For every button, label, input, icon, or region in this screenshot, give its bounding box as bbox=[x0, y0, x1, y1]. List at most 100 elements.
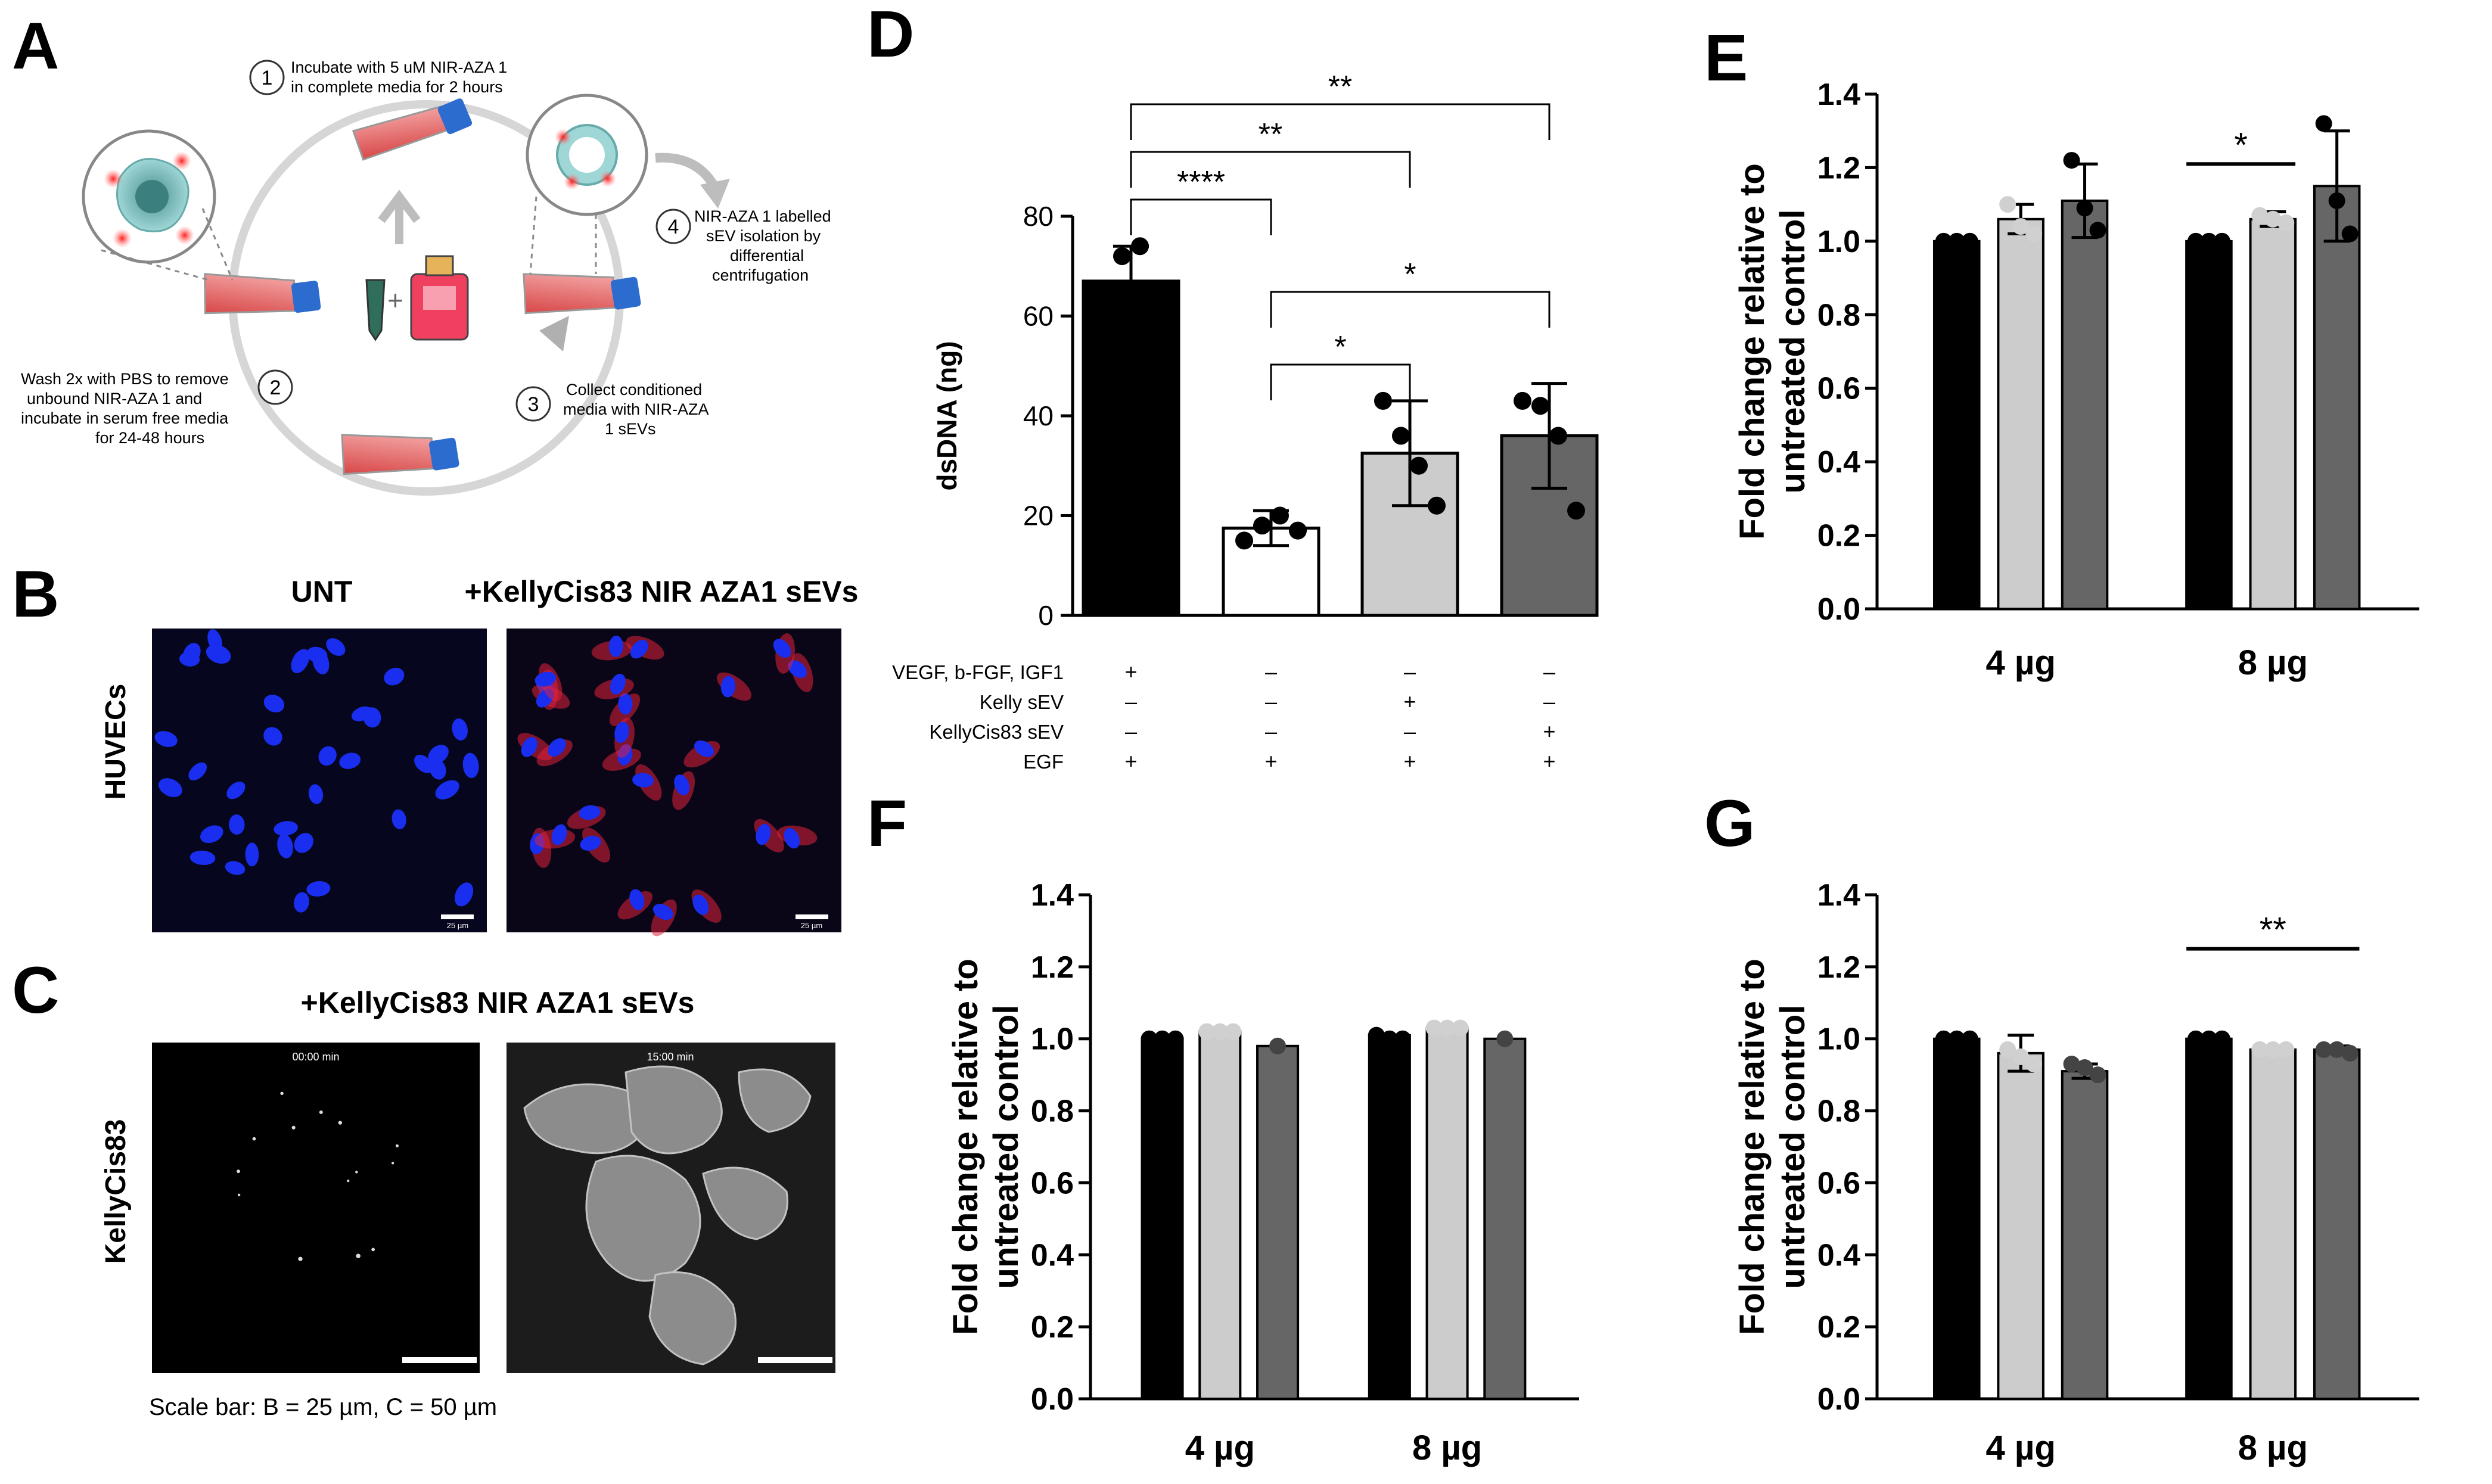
nucleus bbox=[788, 660, 807, 679]
data-point bbox=[2200, 232, 2217, 250]
nucleus bbox=[274, 821, 298, 836]
condition-sign: + bbox=[1124, 659, 1137, 684]
nucleus bbox=[462, 752, 479, 779]
speck bbox=[338, 1121, 342, 1125]
speck bbox=[356, 1253, 361, 1258]
nucleus bbox=[225, 861, 246, 875]
live-image-t0 bbox=[152, 1043, 480, 1373]
condition-label: Kelly sEV bbox=[980, 691, 1064, 713]
nucleus bbox=[429, 759, 446, 780]
scale-bar-b2 bbox=[796, 914, 828, 919]
data-point bbox=[2213, 232, 2230, 250]
significance-bracket bbox=[1130, 151, 1411, 188]
nucleus bbox=[179, 652, 200, 667]
data-point bbox=[1167, 1030, 1184, 1047]
nucleus bbox=[610, 673, 626, 695]
data-point bbox=[1392, 427, 1410, 445]
cycle-arrow-head bbox=[539, 316, 569, 351]
scale-bar-b1 bbox=[441, 914, 474, 919]
nucleus bbox=[694, 740, 714, 757]
nucleus bbox=[720, 676, 736, 698]
bar bbox=[1933, 239, 1981, 611]
step-1-line-1: Incubate with 5 uM NIR-AZA 1 bbox=[291, 58, 507, 76]
data-point bbox=[2187, 1030, 2204, 1047]
nucleus bbox=[632, 773, 654, 788]
nucleus bbox=[226, 781, 246, 799]
bar bbox=[2185, 239, 2233, 611]
step-2-line-4: for 24-48 hours bbox=[95, 429, 204, 447]
nucleus bbox=[189, 850, 216, 866]
significance-label: * bbox=[1334, 330, 1346, 365]
step-4-line-3: differential bbox=[730, 247, 804, 265]
y-axis-title: Fold change relative tountreated control bbox=[946, 959, 1026, 1335]
data-point bbox=[2076, 1059, 2093, 1077]
isolation-arrow-icon bbox=[655, 153, 720, 191]
y-axis-title-line: Fold change relative to bbox=[946, 959, 985, 1335]
scale-bar-c1 bbox=[402, 1357, 477, 1363]
nucleus bbox=[608, 635, 623, 657]
x-category-label: 8 µg bbox=[2238, 643, 2308, 682]
condition-sign: – bbox=[1404, 659, 1416, 684]
speck bbox=[395, 1144, 399, 1147]
speck bbox=[237, 1169, 240, 1174]
data-point bbox=[1198, 1023, 1216, 1040]
step-4-badge bbox=[655, 209, 691, 244]
y-tick-label: 0.8 bbox=[1817, 1094, 1860, 1129]
data-point bbox=[1425, 1019, 1443, 1037]
nucleus bbox=[154, 731, 178, 747]
step-4-line-2: sEV isolation by bbox=[706, 227, 821, 245]
data-point bbox=[2025, 225, 2043, 242]
panel-c: +KellyCis83 NIR AZA1 sEVs KellyCis83 00:… bbox=[100, 986, 835, 1420]
bar bbox=[1425, 1026, 1469, 1400]
nucleus bbox=[207, 629, 222, 652]
data-point bbox=[2025, 1056, 2043, 1073]
nucleus bbox=[614, 721, 629, 743]
nucleus bbox=[579, 805, 601, 820]
y-axis-title-line: untreated control bbox=[1773, 1005, 1812, 1289]
y-tick-label: 1.0 bbox=[1817, 225, 1860, 259]
y-tick-label: 1.2 bbox=[1817, 950, 1860, 985]
nucleus bbox=[435, 780, 459, 799]
data-point bbox=[1154, 1030, 1171, 1047]
speck bbox=[371, 1247, 375, 1252]
nucleus bbox=[630, 639, 648, 659]
panel-c-row-label: KellyCis83 bbox=[100, 1119, 132, 1264]
chart-g: 0.0 0.2 0.4 0.6 0.8 1.0 1.2 1.4 Fold change rela… bbox=[1733, 878, 2419, 1467]
step-3-badge bbox=[515, 386, 551, 422]
panel-b-row-label: HUVECs bbox=[100, 684, 132, 800]
data-point bbox=[1113, 247, 1131, 265]
data-point bbox=[2251, 207, 2269, 224]
data-point bbox=[1211, 1023, 1229, 1040]
data-point bbox=[1961, 1030, 1978, 1047]
bar bbox=[1082, 279, 1180, 617]
nucleus bbox=[306, 646, 328, 663]
nucleus bbox=[452, 718, 468, 741]
y-tick-label: 0.4 bbox=[1817, 445, 1860, 480]
data-point bbox=[2251, 1041, 2269, 1058]
nucleus bbox=[784, 827, 800, 849]
data-point bbox=[1935, 1030, 1952, 1047]
data-point bbox=[1141, 1030, 1158, 1047]
bar bbox=[2061, 1070, 2109, 1400]
y-axis-title: dsDNA (ng) bbox=[931, 341, 962, 490]
y-tick-label: 0.0 bbox=[1817, 1382, 1860, 1417]
scale-bar-note: Scale bar: B = 25 µm, C = 50 µm bbox=[149, 1394, 497, 1420]
nuclei-unt bbox=[154, 629, 479, 913]
nucleus bbox=[384, 667, 405, 686]
workflow-schematic: + bbox=[21, 58, 831, 496]
y-tick-label: 0.4 bbox=[1817, 1238, 1860, 1273]
data-point bbox=[2277, 214, 2295, 231]
panel-b-col-treated: +KellyCis83 NIR AZA1 sEVs bbox=[465, 575, 859, 608]
sev-specks bbox=[237, 1091, 399, 1261]
condition-sign: + bbox=[1543, 719, 1555, 743]
bar bbox=[2185, 1037, 2233, 1400]
step-3-line-2: media with NIR-AZA bbox=[563, 400, 709, 418]
panel-label-e: E bbox=[1704, 21, 1748, 95]
data-point bbox=[1496, 1030, 1514, 1047]
flask-icon bbox=[352, 98, 473, 161]
condition-sign: – bbox=[1125, 689, 1137, 714]
y-tick-label: 80 bbox=[1023, 201, 1054, 232]
data-point bbox=[1549, 427, 1567, 445]
data-point bbox=[2341, 1044, 2359, 1062]
